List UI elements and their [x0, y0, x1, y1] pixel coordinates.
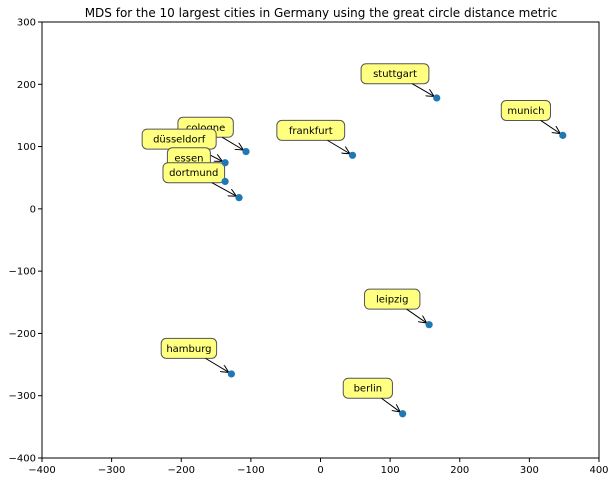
annotation-label: leipzig — [376, 295, 408, 306]
y-tick-label: −100 — [9, 267, 36, 278]
point-berlin — [399, 410, 407, 418]
x-tick-label: −300 — [98, 465, 125, 476]
point-stuttgart — [433, 94, 441, 102]
x-tick-label: 400 — [589, 465, 608, 476]
y-tick-label: 200 — [17, 80, 36, 91]
annotation-berlin: berlin — [342, 377, 399, 411]
annotation-label: munich — [507, 106, 544, 117]
point-munich — [559, 131, 567, 139]
annotation-arrow — [205, 357, 228, 371]
annotation-box — [160, 337, 218, 359]
y-tick-label: 300 — [17, 18, 36, 29]
annotation-arrow — [411, 83, 433, 96]
point-hamburg — [227, 370, 235, 378]
annotation-label: stuttgart — [373, 69, 417, 80]
point-leipzig — [425, 321, 433, 329]
plot-frame — [41, 21, 600, 459]
annotation-label: berlin — [354, 384, 383, 395]
x-tick-label: 300 — [520, 465, 539, 476]
y-tick-label: −200 — [9, 329, 36, 340]
x-tick-label: −100 — [237, 465, 264, 476]
y-tick-label: 0 — [30, 204, 36, 215]
annotation-label: frankfurt — [289, 126, 333, 137]
annotation-leipzig: leipzig — [364, 288, 426, 322]
annotation-box — [360, 63, 430, 85]
annotation-label: hamburg — [166, 344, 211, 355]
annotation-arrow — [221, 136, 242, 149]
annotation-arrow — [211, 182, 236, 196]
annotation-dortmund: dortmund — [162, 162, 236, 196]
x-tick-label: −400 — [28, 465, 55, 476]
annotation-munich: munich — [500, 99, 560, 133]
annotation-stuttgart: stuttgart — [360, 63, 433, 96]
point-frankfurt — [348, 151, 357, 159]
annotation-arrow — [381, 397, 399, 411]
annotation-box — [162, 162, 226, 184]
x-tick-label: −200 — [168, 465, 195, 476]
annotation-box — [500, 99, 551, 121]
y-tick-label: −300 — [9, 391, 36, 402]
chart-title: MDS for the 10 largest cities in Germany… — [85, 6, 558, 20]
point-cologne — [242, 147, 250, 156]
annotation-label: cologne — [186, 123, 225, 134]
annotation-label: düsseldorf — [153, 135, 206, 146]
annotation-arrow — [406, 308, 426, 322]
annotation-hamburg: hamburg — [160, 337, 228, 371]
annotation-label: dortmund — [169, 168, 218, 179]
point-essen — [221, 177, 229, 186]
annotation-label: essen — [174, 153, 203, 164]
annotation-arrow — [540, 120, 560, 133]
y-tick-label: 100 — [17, 142, 36, 153]
x-tick-label: 200 — [450, 465, 469, 476]
x-tick-label: 100 — [381, 465, 400, 476]
annotation-box — [276, 119, 346, 141]
point-düsseldorf — [221, 159, 229, 167]
annotation-arrow — [327, 139, 350, 153]
annotation-box — [364, 288, 421, 310]
y-tick-label: −400 — [9, 454, 36, 465]
x-tick-label: 0 — [317, 465, 323, 476]
annotation-box — [342, 377, 393, 399]
annotation-frankfurt: frankfurt — [276, 119, 350, 153]
point-dortmund — [235, 194, 243, 202]
